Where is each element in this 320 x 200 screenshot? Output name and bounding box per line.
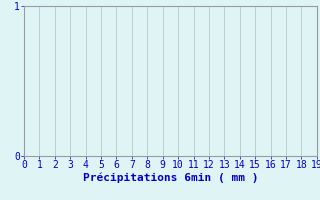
X-axis label: Précipitations 6min ( mm ): Précipitations 6min ( mm ) <box>83 173 258 183</box>
